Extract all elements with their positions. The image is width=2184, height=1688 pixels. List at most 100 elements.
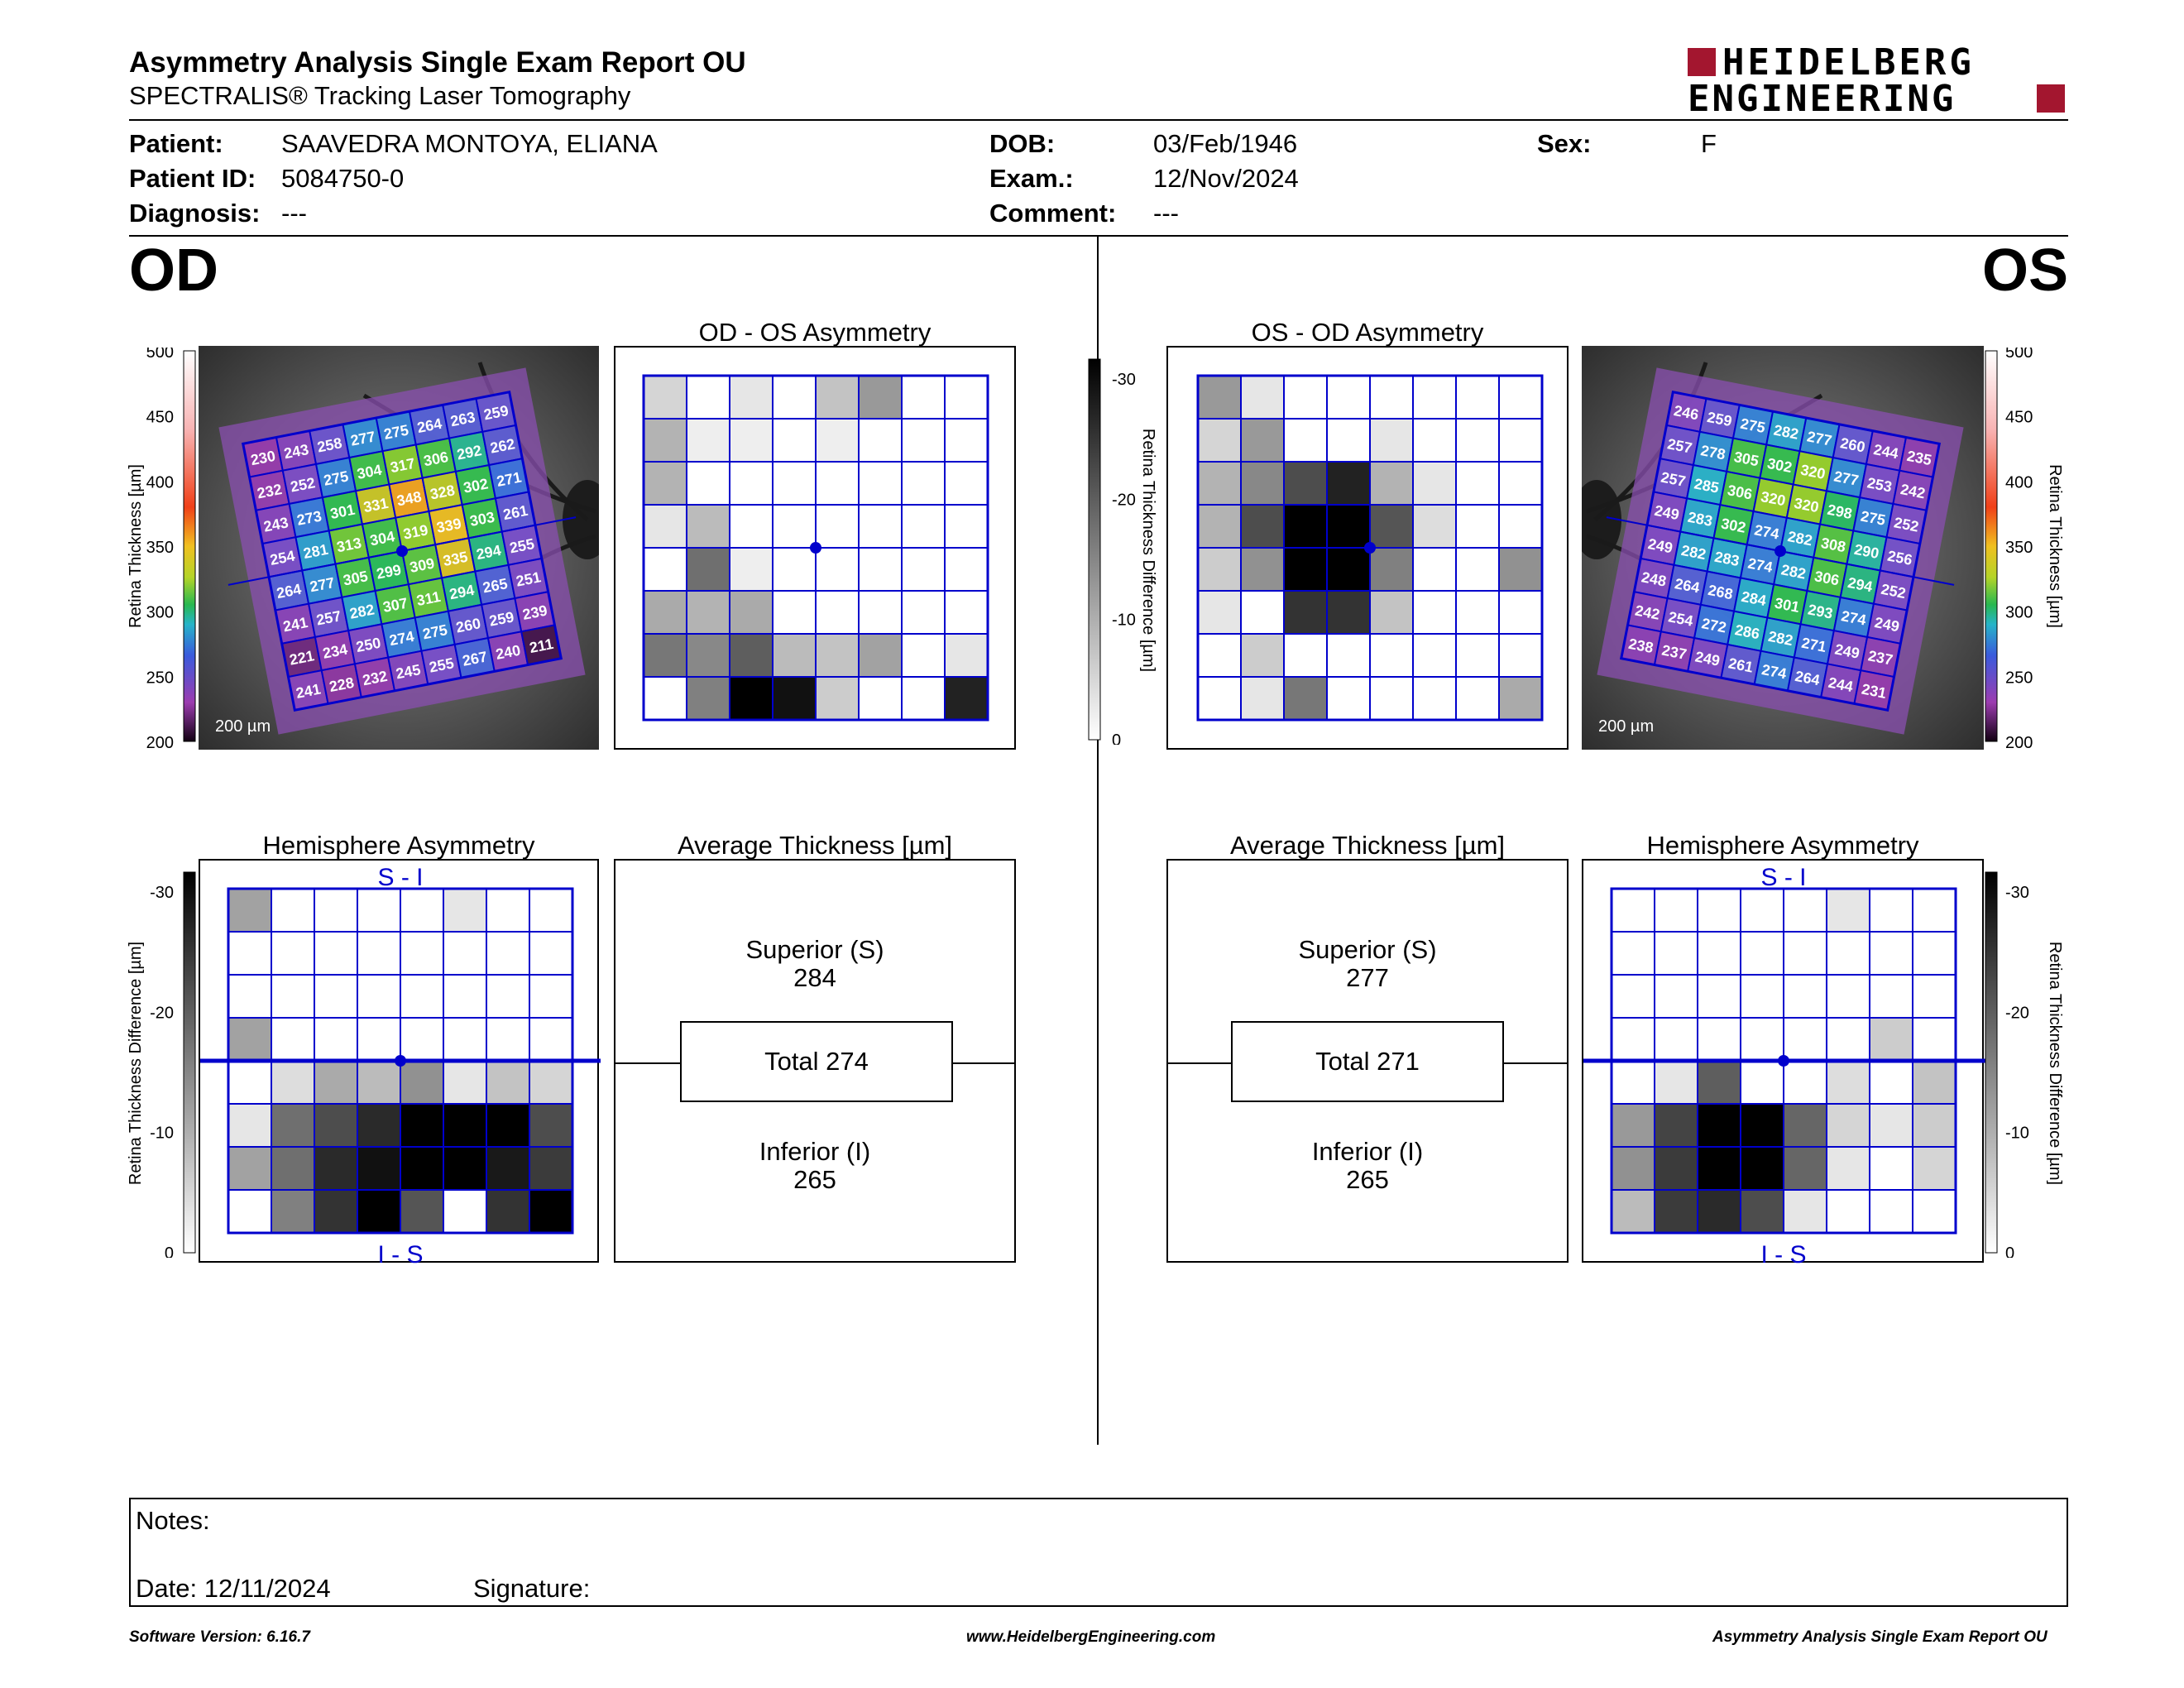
os-hemi-cell xyxy=(1783,1103,1827,1148)
od-asym-cell xyxy=(686,547,730,592)
od-hemi-cell xyxy=(271,1017,315,1062)
os-asym-cell xyxy=(1498,461,1543,506)
od-hemi-cell xyxy=(443,931,487,976)
os-hemi-bottom-label: I - S xyxy=(1760,1241,1806,1264)
od-asym-cell xyxy=(858,375,903,420)
od-asym-cell xyxy=(944,633,989,678)
os-hemi-cell xyxy=(1697,1060,1741,1105)
od-hemi-cell xyxy=(486,931,530,976)
os-hemi-cell xyxy=(1611,1017,1655,1062)
os-asym-cell xyxy=(1455,418,1500,463)
od-hemi-cell xyxy=(271,1060,315,1105)
os-hemi-cell xyxy=(1783,888,1827,933)
os-asym-cell xyxy=(1197,461,1242,506)
os-asym-cell xyxy=(1412,504,1457,549)
comment-value: --- xyxy=(1153,199,1179,228)
od-asym-cell xyxy=(858,676,903,721)
os-hemi-cell xyxy=(1912,974,1956,1019)
os-hemi-cell xyxy=(1869,1103,1913,1148)
od-superior-value: 284 xyxy=(793,963,836,992)
patient-name: SAAVEDRA MONTOYA, ELIANA xyxy=(281,129,658,158)
os-asym-cell xyxy=(1412,375,1457,420)
os-asym-cell xyxy=(1412,547,1457,592)
os-hemi-grid xyxy=(1610,887,1957,1235)
od-hemi-cell xyxy=(400,1103,444,1148)
od-asym-cell xyxy=(772,676,817,721)
os-asym-cell xyxy=(1369,633,1414,678)
od-hemi-cell xyxy=(271,1146,315,1191)
od-asym-cell xyxy=(858,461,903,506)
od-hemi-cell xyxy=(529,888,573,933)
os-hemi-colorbar-tick: -10 xyxy=(2005,1125,2029,1143)
os-hemi-cell xyxy=(1912,1017,1956,1062)
os-asym-cell xyxy=(1498,633,1543,678)
od-asym-cell xyxy=(772,633,817,678)
os-asym-cell xyxy=(1197,633,1242,678)
notes-box[interactable]: Notes: Date: 12/11/2024 Signature: xyxy=(129,1498,2068,1607)
os-hemi-cell xyxy=(1912,1189,1956,1234)
logo-line2: ENGINEERING xyxy=(1688,78,1956,120)
os-inferior-value: 265 xyxy=(1346,1165,1389,1194)
os-hemi-cell xyxy=(1740,931,1784,976)
os-asym-cell xyxy=(1197,590,1242,635)
os-hemi-cell xyxy=(1869,888,1913,933)
od-asym-cell xyxy=(772,504,817,549)
od-asym-cell xyxy=(815,590,860,635)
od-hemi-cell xyxy=(486,888,530,933)
footer-website[interactable]: www.HeidelbergEngineering.com xyxy=(966,1628,1216,1646)
os-asym-cell xyxy=(1498,547,1543,592)
os-hemi-cell xyxy=(1912,1103,1956,1148)
od-asym-cell xyxy=(643,633,687,678)
od-hemi-cell xyxy=(271,1103,315,1148)
od-asym-cell xyxy=(643,418,687,463)
od-asym-cell xyxy=(901,676,946,721)
os-asym-cell xyxy=(1412,676,1457,721)
od-asym-cell xyxy=(686,418,730,463)
os-asym-cell xyxy=(1498,590,1543,635)
od-label: OD xyxy=(129,237,218,304)
patient-label: Patient: xyxy=(129,129,223,158)
od-asym-cell xyxy=(729,547,774,592)
os-asym-cell xyxy=(1240,504,1285,549)
exam-value: 12/Nov/2024 xyxy=(1153,164,1299,193)
os-asym-cell xyxy=(1369,504,1414,549)
od-hemi-cell xyxy=(314,1103,358,1148)
os-asym-cell xyxy=(1240,633,1285,678)
od-asym-cell xyxy=(858,418,903,463)
os-hemi-cell xyxy=(1826,931,1870,976)
od-hemi-cell xyxy=(357,888,401,933)
os-asym-cell xyxy=(1283,676,1328,721)
od-hemi-bottom-label: I - S xyxy=(377,1241,423,1264)
os-hemi-colorbar-tick: 0 xyxy=(2005,1244,2014,1258)
od-asym-cell xyxy=(686,590,730,635)
os-asym-cell xyxy=(1412,633,1457,678)
od-asym-cell xyxy=(772,418,817,463)
os-hemi-cell xyxy=(1869,1146,1913,1191)
exam-label: Exam.: xyxy=(989,164,1074,193)
od-hemi-cell xyxy=(314,1189,358,1234)
os-avg-panel: Superior (S) 277 Total 271 Inferior (I) … xyxy=(1166,859,1569,1263)
od-hemi-title: Hemisphere Asymmetry xyxy=(262,831,535,860)
os-hemi-cell xyxy=(1826,888,1870,933)
os-hemi-cell xyxy=(1611,931,1655,976)
od-hemi-cell xyxy=(228,1146,272,1191)
od-asym-cell xyxy=(944,504,989,549)
od-asym-cell xyxy=(901,633,946,678)
os-asym-cell xyxy=(1455,504,1500,549)
od-colorbar-tick: 200 xyxy=(146,734,174,748)
od-hemi-cell xyxy=(486,1060,530,1105)
patient-id-label: Patient ID: xyxy=(129,164,256,193)
od-asym-cell xyxy=(815,633,860,678)
od-asym-cell xyxy=(901,461,946,506)
os-hemi-cell xyxy=(1654,974,1698,1019)
os-superior-value: 277 xyxy=(1346,963,1389,992)
od-hemi-cell xyxy=(529,1017,573,1062)
od-asym-cell xyxy=(729,590,774,635)
od-hemi-panel: S - I I - S xyxy=(199,859,602,1268)
od-asym-cell xyxy=(643,504,687,549)
os-fovea-dot xyxy=(1774,545,1786,557)
os-hemi-cell xyxy=(1654,888,1698,933)
od-asym-cell xyxy=(944,676,989,721)
od-hemi-cell xyxy=(314,974,358,1019)
od-hemi-cell xyxy=(228,974,272,1019)
